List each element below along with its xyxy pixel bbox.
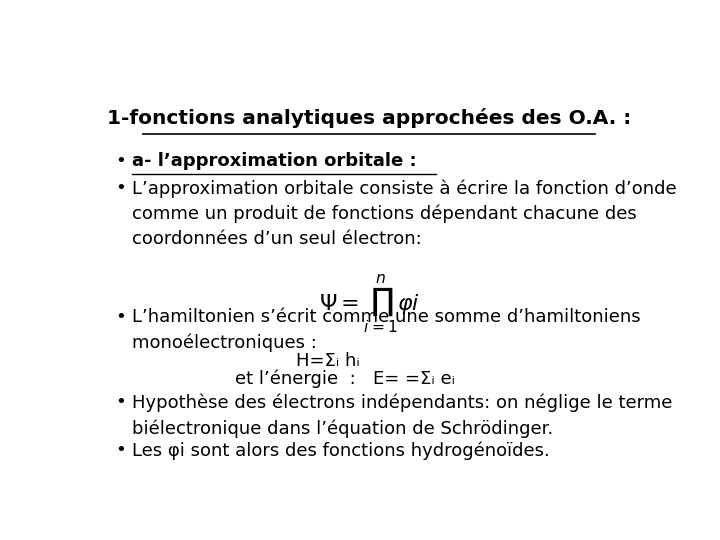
Text: H=Σᵢ hᵢ: H=Σᵢ hᵢ xyxy=(297,352,360,370)
Text: $\Psi = \prod_{i=1}^{n} \varphi i$: $\Psi = \prod_{i=1}^{n} \varphi i$ xyxy=(318,273,420,336)
Text: 1-fonctions analytiques approchées des O.A. :: 1-fonctions analytiques approchées des O… xyxy=(107,109,631,129)
Text: •: • xyxy=(115,308,126,326)
Text: •: • xyxy=(115,441,126,459)
Text: et l’énergie  :   E= =Σᵢ eᵢ: et l’énergie : E= =Σᵢ eᵢ xyxy=(235,369,455,388)
Text: a- l’approximation orbitale :: a- l’approximation orbitale : xyxy=(132,152,416,170)
Text: •: • xyxy=(115,179,126,197)
Text: L’approximation orbitale consiste à écrire la fonction d’onde
comme un produit d: L’approximation orbitale consiste à écri… xyxy=(132,179,677,248)
Text: L’hamiltonien s’écrit comme une somme d’hamiltoniens
monoélectroniques :: L’hamiltonien s’écrit comme une somme d’… xyxy=(132,308,641,352)
Text: •: • xyxy=(115,393,126,411)
Text: •: • xyxy=(115,152,126,170)
Text: Hypothèse des électrons indépendants: on néglige le terme
biélectronique dans l’: Hypothèse des électrons indépendants: on… xyxy=(132,393,672,437)
Text: Les φi sont alors des fonctions hydrogénoïdes.: Les φi sont alors des fonctions hydrogén… xyxy=(132,441,549,460)
